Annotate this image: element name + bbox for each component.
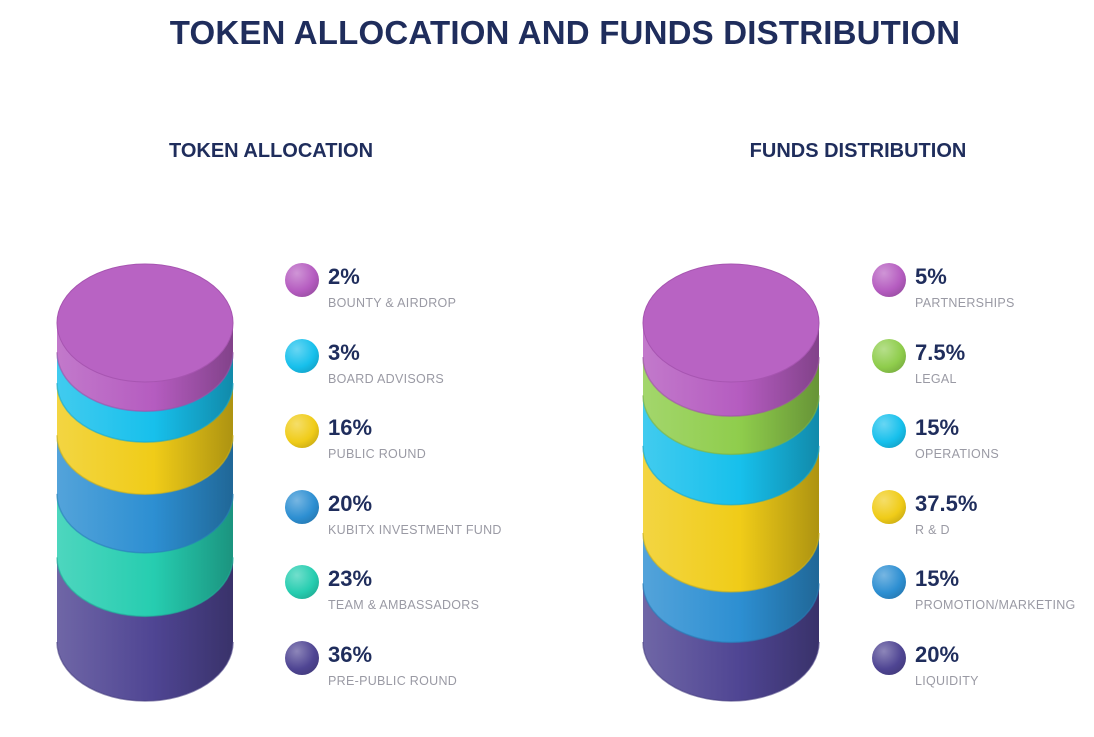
legend-label: BOUNTY & AIRDROP (328, 296, 457, 310)
funds-legend-item-legal: 7.5% LEGAL (872, 338, 1087, 399)
page-title: TOKEN ALLOCATION AND FUNDS DISTRIBUTION (169, 14, 961, 51)
legend-percentage: 20% (915, 641, 960, 667)
legend-color-dot (872, 489, 906, 524)
legend-color-dot (285, 414, 319, 448)
funds-legend-item-r-d: 37.5% R & D (872, 489, 1087, 550)
funds-legend-item-partnerships: 5% PARTNERSHIPS (872, 263, 1087, 323)
legend-label: OPERATIONS (915, 447, 1000, 461)
token-legend-item-board-advisors: 3% BOARD ADVISORS (285, 338, 500, 399)
legend-color-dot (872, 414, 906, 448)
funds-legend-item-promotion-marketing: 15% PROMOTION/MARKETING (872, 565, 1087, 625)
legend-color-dot (872, 640, 906, 675)
legend-percentage: 16% (328, 415, 373, 440)
legend-percentage: 5% (915, 264, 947, 289)
funds-distribution-title: FUNDS DISTRIBUTION (749, 140, 967, 162)
legend-color-dot (285, 489, 319, 524)
legend-label: PRE-PUBLIC ROUND (328, 673, 458, 688)
legend-percentage: 15% (915, 566, 960, 591)
legend-color-dot (872, 338, 906, 373)
legend-label: PARTNERSHIPS (915, 296, 1015, 310)
legend-label: BOARD ADVISORS (328, 371, 445, 386)
legend-label: PROMOTION/MARKETING (915, 598, 1076, 612)
stack-segment-bounty-airdrop (56, 263, 234, 413)
legend-color-dot (285, 263, 319, 297)
token-legend-item-team-ambassadors: 23% TEAM & AMBASSADORS (285, 565, 500, 625)
legend-percentage: 36% (328, 641, 373, 667)
legend-label: LEGAL (915, 371, 957, 386)
stack-segment-partnerships (642, 263, 820, 417)
legend-label: TEAM & AMBASSADORS (328, 598, 480, 612)
funds-legend-item-liquidity: 20% LIQUIDITY (872, 640, 1087, 701)
legend-percentage: 20% (328, 490, 373, 516)
legend-label: R & D (915, 522, 950, 537)
legend-label: LIQUIDITY (915, 673, 979, 688)
legend-percentage: 23% (328, 566, 373, 591)
legend-percentage: 37.5% (915, 490, 978, 516)
legend-color-dot (285, 338, 319, 373)
legend-color-dot (872, 565, 906, 599)
legend-percentage: 3% (328, 339, 360, 365)
token-legend-item-kubitx-investment-fund: 20% KUBITX INVESTMENT FUND (285, 489, 502, 550)
legend-percentage: 15% (915, 415, 960, 440)
legend-label: KUBITX INVESTMENT FUND (328, 522, 502, 537)
legend-percentage: 2% (328, 264, 360, 289)
legend-percentage: 7.5% (915, 339, 966, 365)
token-legend-item-pre-public-round: 36% PRE-PUBLIC ROUND (285, 640, 500, 701)
token-legend-item-public-round: 16% PUBLIC ROUND (285, 414, 500, 474)
legend-color-dot (285, 640, 319, 675)
token-allocation-title: TOKEN ALLOCATION (168, 140, 374, 162)
token-legend-item-bounty-airdrop: 2% BOUNTY & AIRDROP (285, 263, 500, 323)
legend-label: PUBLIC ROUND (328, 447, 427, 461)
legend-color-dot (285, 565, 319, 599)
funds-legend-item-operations: 15% OPERATIONS (872, 414, 1087, 474)
legend-color-dot (872, 263, 906, 297)
